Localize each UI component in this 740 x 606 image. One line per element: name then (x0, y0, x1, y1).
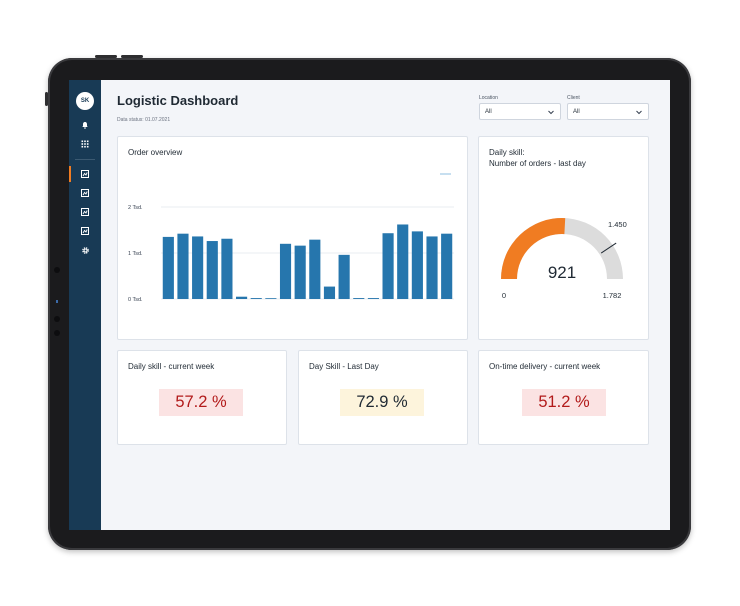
sidebar-divider (75, 159, 95, 160)
chevron-down-icon (636, 110, 642, 115)
data-status-text: Data status: 01.07.2021 (117, 117, 171, 123)
chart-bar[interactable] (426, 236, 438, 299)
gauge-chart: 1.450 921 0 1.782 (501, 218, 627, 300)
chart-bar[interactable] (265, 298, 277, 299)
kpi-value: 72.9 % (340, 389, 424, 416)
kpi-title: Day Skill - Last Day (309, 362, 379, 371)
kpi-card-on-time-delivery: On-time delivery - current week 51.2 % (478, 350, 649, 445)
avatar[interactable]: SK (76, 92, 94, 110)
chart-bar[interactable] (367, 298, 379, 299)
camera-icon (54, 316, 60, 322)
gauge-target-label: 1.450 (608, 220, 627, 229)
gauge-title-line2: Number of orders - last day (489, 159, 586, 168)
chart-bar[interactable] (250, 298, 262, 299)
report-icon[interactable] (80, 207, 90, 217)
chart-bar[interactable] (411, 231, 423, 299)
gauge-min-label: 0 (502, 291, 506, 300)
order-overview-chart: 0 Tsd. 1 Tsd. 2 Tsd. (128, 173, 454, 303)
order-overview-title: Order overview (128, 148, 183, 157)
chart-bar[interactable] (279, 243, 292, 299)
apps-grid-icon[interactable] (80, 139, 90, 149)
page-title: Logistic Dashboard (117, 93, 239, 108)
side-button (45, 92, 48, 106)
client-select[interactable]: All (567, 103, 649, 120)
chart-bar[interactable] (177, 233, 189, 299)
chart-bar[interactable] (236, 296, 248, 299)
y-tick-label: 0 Tsd. (128, 297, 143, 303)
chart-bar[interactable] (294, 245, 306, 299)
chart-bar[interactable] (441, 233, 453, 299)
chart-bar[interactable] (206, 241, 218, 299)
order-overview-card: Order overview 0 Tsd. 1 Tsd. 2 Tsd. (117, 136, 468, 340)
chart-bar[interactable] (192, 236, 204, 299)
chart-bar[interactable] (323, 286, 336, 299)
camera-indicator (56, 300, 58, 303)
camera-icon (54, 330, 60, 336)
gauge-target-marker (600, 242, 617, 254)
location-filter-label: Location (479, 95, 498, 101)
chart-bar[interactable] (397, 224, 409, 299)
location-select[interactable]: All (479, 103, 561, 120)
screen: SK Logistic Dashboard Da (69, 80, 670, 530)
chart-bar[interactable] (309, 239, 321, 299)
chevron-down-icon (548, 110, 554, 115)
camera-icon (54, 267, 60, 273)
kpi-title: Daily skill - current week (128, 362, 215, 371)
daily-skill-gauge-card: Daily skill: Number of orders - last day… (478, 136, 649, 340)
client-filter-label: Client (567, 95, 580, 101)
chart-bar[interactable] (221, 238, 233, 299)
top-button-2 (121, 55, 143, 58)
chart-report-icon[interactable] (80, 169, 90, 179)
kpi-card-day-skill-last-day: Day Skill - Last Day 72.9 % (298, 350, 468, 445)
gear-icon[interactable] (80, 245, 90, 255)
gauge-value-label: 921 (548, 263, 576, 282)
kpi-card-daily-skill-week: Daily skill - current week 57.2 % (117, 350, 287, 445)
bell-icon[interactable] (80, 120, 90, 130)
sidebar: SK (69, 80, 101, 530)
kpi-value: 51.2 % (522, 389, 606, 416)
location-select-value: All (485, 108, 492, 115)
gauge-title-line1: Daily skill: (489, 148, 525, 157)
kpi-title: On-time delivery - current week (489, 362, 601, 371)
top-button (95, 55, 117, 58)
gauge-max-label: 1.782 (603, 291, 622, 300)
active-indicator (69, 166, 71, 182)
chart-bar[interactable] (338, 254, 350, 299)
gauge-title: Daily skill: Number of orders - last day (489, 147, 586, 169)
kpi-value: 57.2 % (159, 389, 243, 416)
chart-bar[interactable] (162, 236, 174, 299)
chart-bar[interactable] (382, 233, 394, 299)
report-icon[interactable] (80, 226, 90, 236)
client-select-value: All (573, 108, 580, 115)
y-tick-label: 2 Tsd. (128, 205, 143, 211)
chart-bar[interactable] (353, 298, 365, 299)
report-icon[interactable] (80, 188, 90, 198)
gauge-value-arc (501, 218, 566, 279)
y-tick-label: 1 Tsd. (128, 251, 143, 257)
